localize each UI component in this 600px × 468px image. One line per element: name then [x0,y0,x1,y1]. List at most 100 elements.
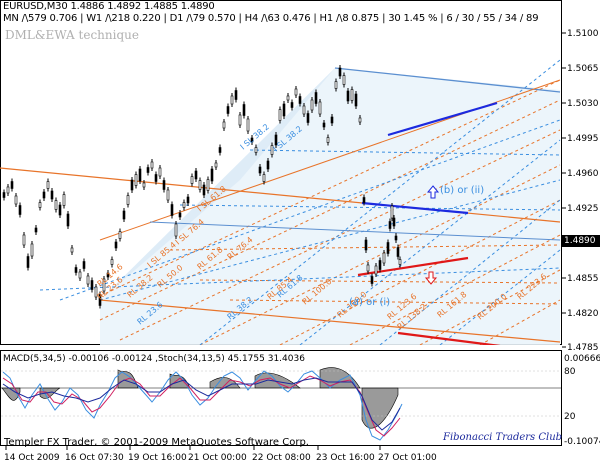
indicator-axis: 0.00666 80 20 -0.10074 [564,354,600,447]
candle-body [98,294,102,306]
candle-body [10,181,14,189]
wave-label-b: (b) or (ii) [440,185,484,196]
candle-body [370,276,374,284]
candle-body [122,210,126,220]
candle-body [194,170,198,180]
candle-body [154,174,158,182]
indicator-header: MACD(5,34,5) -0.00106 -0.00124 ,Stoch(34… [3,354,305,364]
candle-body [354,93,358,107]
candle-body [54,200,58,210]
candle-body [326,137,330,143]
candle-body [158,167,162,177]
candle-body [234,90,238,100]
candle-body [364,239,368,251]
wave-label-a: (a) or (i) [349,297,390,308]
candle-body [398,259,402,265]
candle-body [78,271,82,279]
time-tick-label: 22 Oct 08:00 [252,453,311,463]
time-tick-label: 23 Oct 16:00 [316,453,375,463]
candle-body [274,134,278,146]
candle-body [150,161,154,169]
candle-body [214,162,218,168]
time-tick-label: 14 Oct 2009 [4,453,60,463]
candle-body [394,235,398,241]
candle-body [134,174,138,186]
candle-body [206,179,210,191]
club-label: Fibonacci Traders Club [443,432,563,443]
price-tick-label: 1.4925 [567,204,599,214]
candle-body [298,96,302,104]
candle-body [242,104,246,116]
candle-body [338,67,342,77]
candle-body [388,221,392,229]
candle-body [102,278,106,292]
candle-body [378,260,382,270]
current-price-tag: 1.4890 [562,235,600,247]
candle-body [386,242,390,254]
indicator-tick-label: 80 [564,367,576,377]
candle-body [310,99,314,111]
candle-body [142,182,146,188]
candle-body [396,247,400,257]
candle-body [190,176,194,184]
down-arrow-icon [424,271,438,285]
candle-body [182,202,186,208]
candle-body [262,174,266,182]
price-tick-label: 1.4820 [567,309,599,319]
time-tick-label: 16 Oct 07:30 [65,453,124,463]
candle-body [106,272,110,278]
candle-body [290,102,294,108]
candle-body [230,95,234,105]
candle-body [238,114,242,126]
candle-body [202,184,206,196]
price-axis: 1.5100 1.5065 1.5030 1.4995 1.4960 1.4925 1.48… [562,29,599,353]
trend-blue-lower [361,201,469,215]
candle-body [266,160,270,170]
macd-signal-line [2,377,401,431]
candle-body [186,196,190,204]
candle-body [118,231,122,239]
indicator-panel [0,350,562,446]
watermark: DML&EWA technique [5,28,139,42]
candle-body [366,264,370,272]
candle-body [138,168,142,182]
indicator-tick-label: 20 [564,412,576,422]
price-tick-label: 1.4960 [567,169,599,179]
candle-body [218,147,222,153]
candle-body [330,116,334,124]
candle-body [130,179,134,191]
candle-body [390,205,394,219]
candle-body [2,192,6,198]
channel-orange-bottom [99,299,561,343]
price-tick-label: 1.4855 [567,274,599,284]
candle-body [22,234,26,246]
candle-body [70,247,74,253]
candle-body [86,275,90,285]
trend-blue-upper [387,101,498,137]
candle-body [30,243,34,257]
chart-header-line1: EURUSD,M30 1.4886 1.4892 1.4885 1.4890 [3,1,215,12]
candle-body [322,122,326,128]
candle-body [110,259,114,265]
price-tick-label: 1.5030 [567,99,599,109]
candle-body [342,75,346,85]
candle-body [6,186,10,194]
indicator-tick-label: -0.10074 [564,437,600,447]
candle-body [358,117,362,123]
candle-body [146,167,150,173]
time-tick-label: 21 Oct 00:00 [188,453,247,463]
candle-body [350,89,354,101]
channel-blue-mid [149,221,561,241]
candle-body [306,113,310,123]
candle-body [222,121,226,129]
candle-body [294,88,298,96]
candle-body [174,223,178,237]
chart-header-line2: MN /\579 0.706 | W1 /\218 0.220 | D1 /\7… [3,13,539,24]
candle-body [282,103,286,117]
candle-body [162,180,166,190]
candle-body [278,109,282,121]
candle-body [34,227,38,233]
candle-body [14,195,18,205]
candle-body [198,180,202,190]
